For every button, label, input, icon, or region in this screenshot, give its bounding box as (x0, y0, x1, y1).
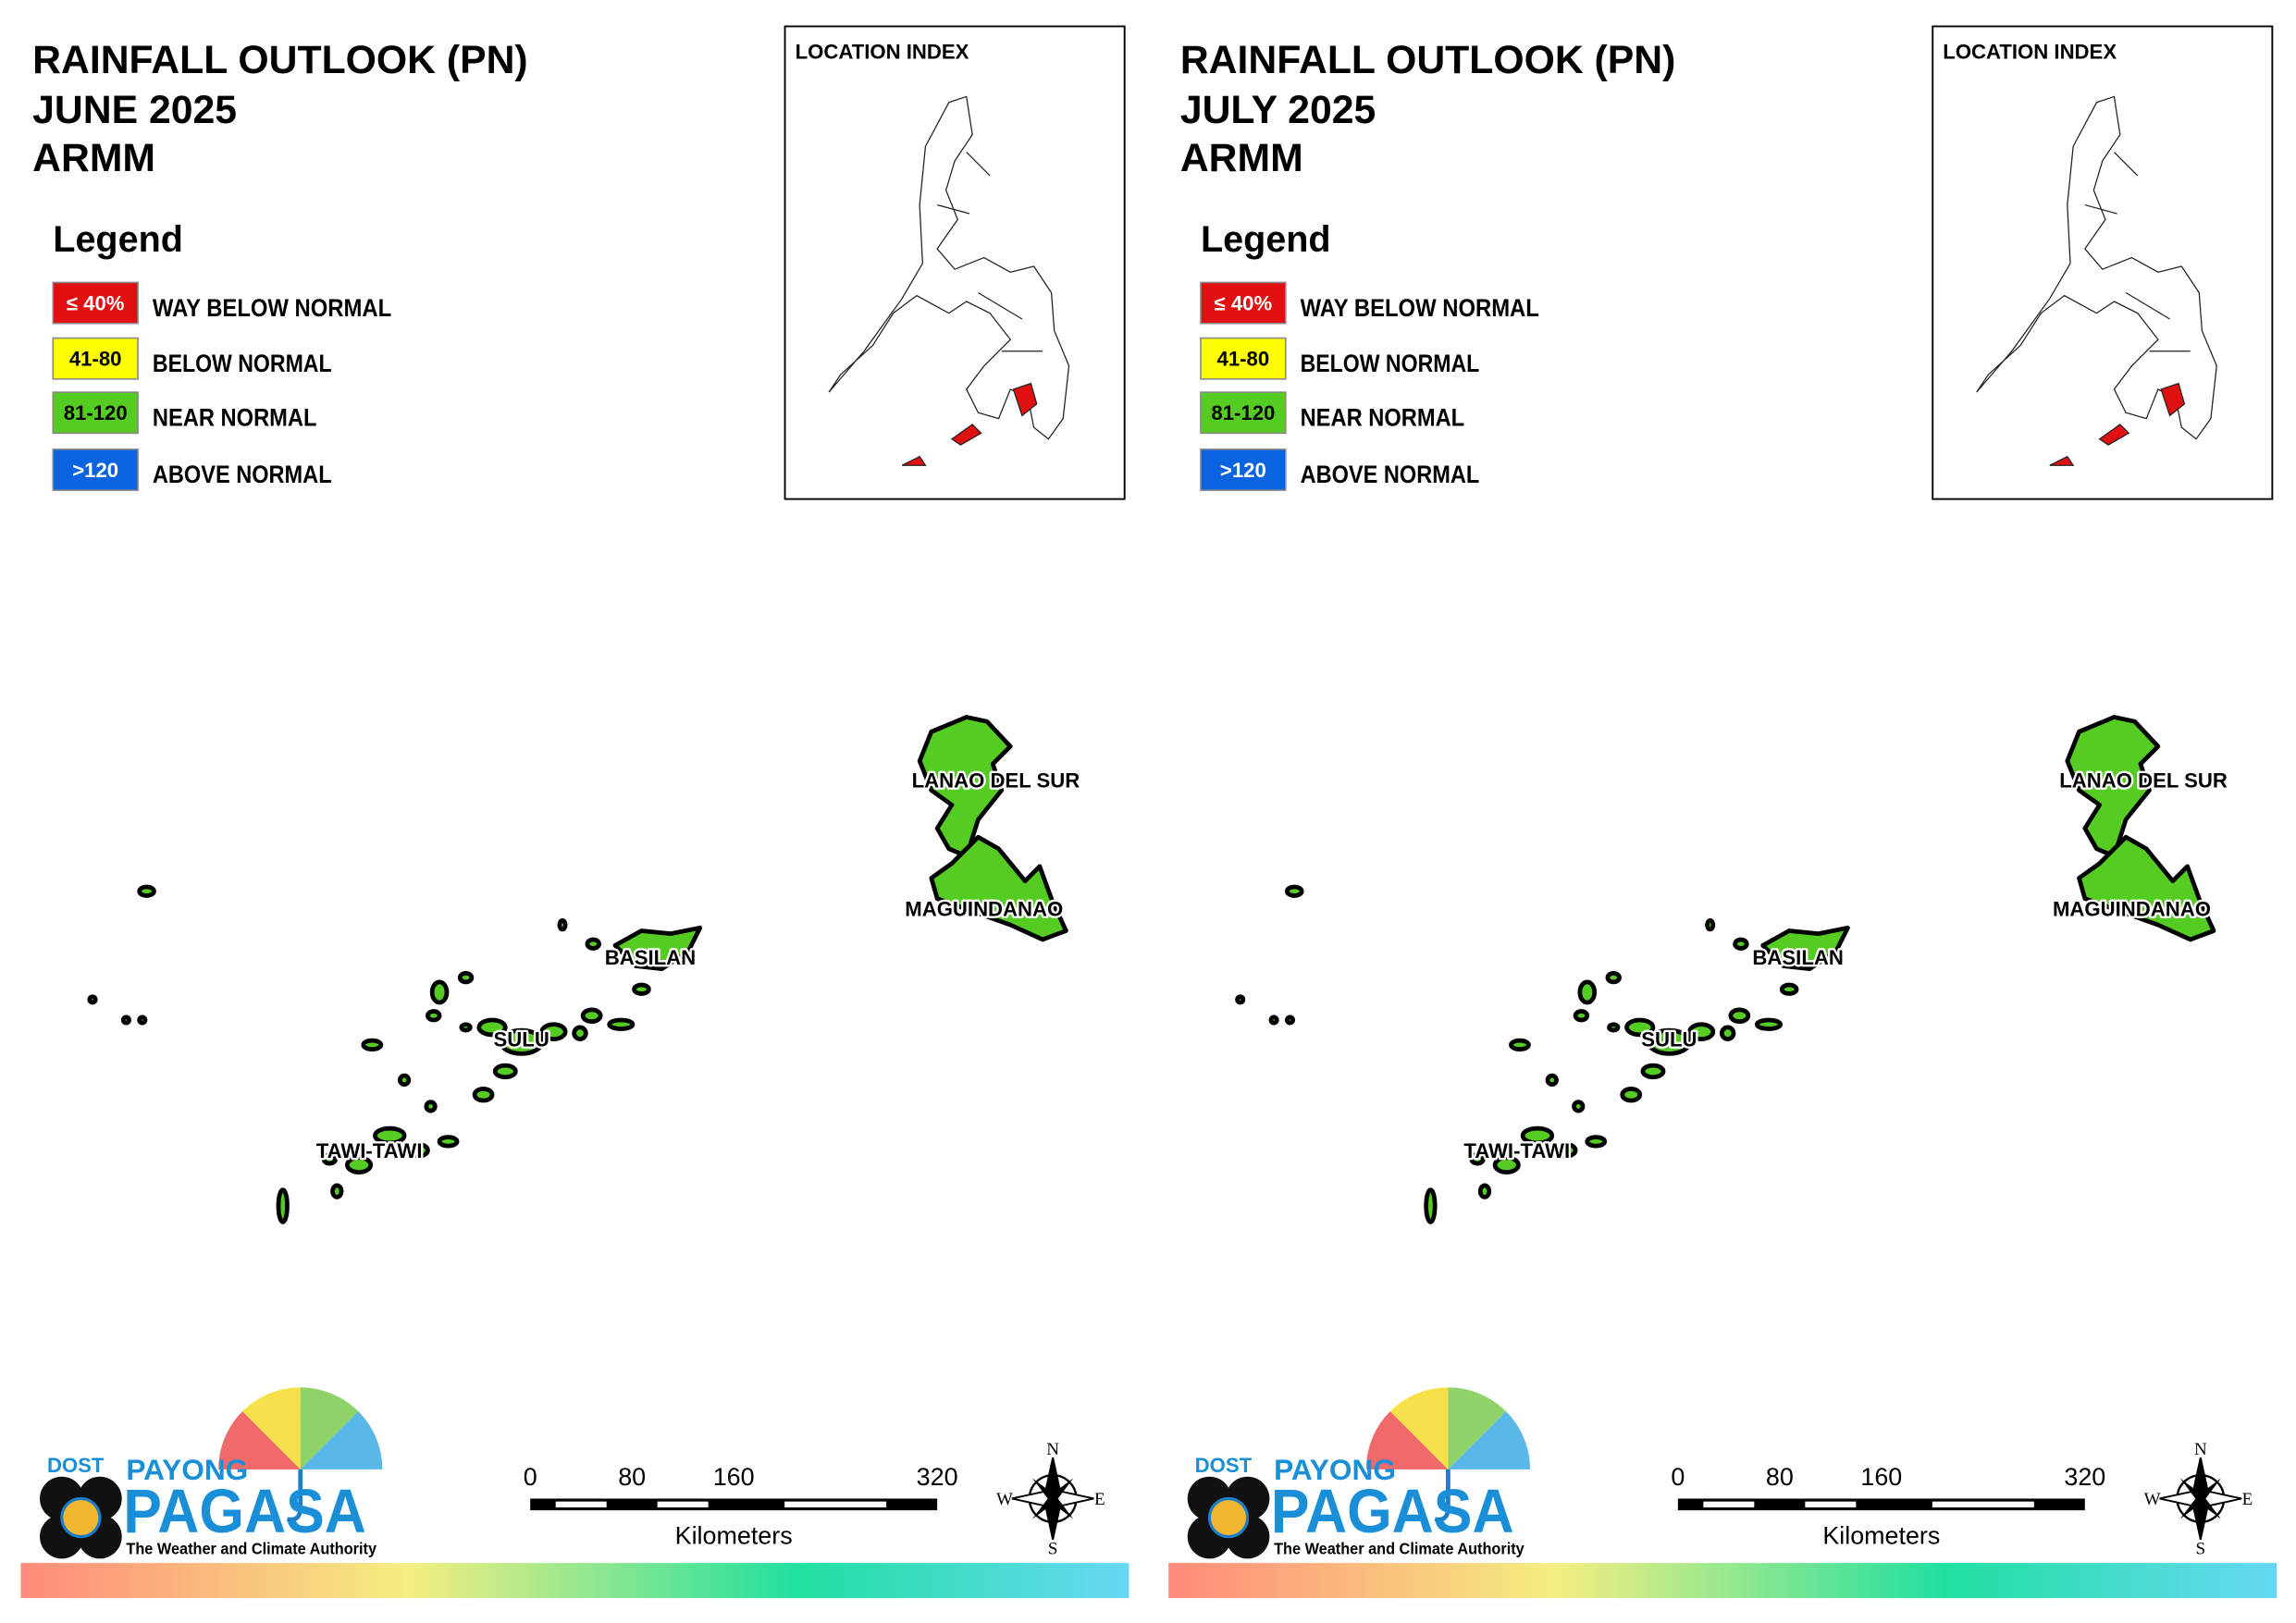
compass-w: W (996, 1490, 1013, 1509)
region-label: SULU (494, 1027, 549, 1051)
legend-label: WAY BELOW NORMAL (153, 294, 391, 322)
legend-box-label: >120 (1220, 459, 1266, 482)
legend-title: Legend (1201, 219, 1331, 260)
scale-bar-white (1932, 1501, 2034, 1507)
logo-payong: PAYONG (126, 1453, 248, 1486)
region-label: LANAO DEL SUR (912, 768, 1080, 792)
legend-box-label: 41-80 (69, 348, 122, 371)
region-map (1238, 717, 2215, 1222)
legend-box-label: >120 (72, 459, 118, 482)
logo-umbrella (1448, 1411, 1531, 1469)
scale-bar-white (1703, 1501, 1755, 1507)
legend-box-label: 41-80 (1217, 348, 1270, 371)
legend-label: NEAR NORMAL (1301, 404, 1465, 432)
compass-s: S (2196, 1540, 2206, 1559)
legend-box-label: 81-120 (64, 401, 128, 424)
title-line: ARMM (32, 136, 155, 180)
logo-umbrella (1389, 1387, 1449, 1469)
scale-unit: Kilometers (675, 1522, 793, 1550)
logo-umbrella (300, 1411, 383, 1469)
scale-tick-label: 80 (1766, 1463, 1794, 1491)
compass-diag (2179, 1478, 2221, 1519)
footer-gradient (20, 1563, 1129, 1599)
compass-s: S (1048, 1540, 1058, 1559)
compass-e: E (1094, 1490, 1105, 1509)
logo-dost: DOST (1195, 1454, 1253, 1477)
legend-swatch (52, 449, 139, 491)
logo-payong: PAYONG (1274, 1453, 1396, 1486)
scale-bar-white (657, 1501, 709, 1507)
logo-umbrella (218, 1411, 301, 1469)
legend-label: BELOW NORMAL (153, 350, 332, 377)
legend-box-label: ≤ 40% (1215, 291, 1273, 314)
legend-swatch (1200, 337, 1287, 380)
footer-gradient (1168, 1563, 2277, 1599)
logo-pagasa: PAGASA (1271, 1478, 1514, 1546)
logo-umbrella (1365, 1411, 1449, 1469)
region-label: TAWI-TAWI (316, 1139, 423, 1162)
compass-diag (1031, 1478, 1074, 1519)
scale-tick-label: 0 (524, 1463, 537, 1491)
scale-tick-label: 320 (917, 1463, 958, 1491)
legend-label: ABOVE NORMAL (153, 461, 332, 488)
legend-label: NEAR NORMAL (153, 404, 317, 432)
compass-e: E (2242, 1490, 2253, 1509)
title-line: JUNE 2025 (32, 88, 237, 132)
region-label: BASILAN (1752, 946, 1843, 969)
logo-umbrella (242, 1387, 301, 1469)
title-line: RAINFALL OUTLOOK (PN) (32, 38, 528, 82)
legend-label: WAY BELOW NORMAL (1301, 294, 1539, 322)
scale-bar-white (784, 1501, 887, 1507)
location-index-title: LOCATION INDEX (1943, 40, 2117, 63)
logo-tagline: The Weather and Climate Authority (126, 1540, 376, 1558)
logo-tagline: The Weather and Climate Authority (1274, 1540, 1524, 1558)
logo-pagasa: PAGASA (123, 1478, 366, 1546)
legend-swatch (52, 391, 139, 435)
scale-bar-white (1805, 1501, 1857, 1507)
legend-swatch (52, 281, 139, 325)
scale-tick-label: 320 (2064, 1463, 2105, 1491)
logo-dost: DOST (47, 1454, 105, 1477)
scale-unit: Kilometers (1822, 1522, 1940, 1550)
logo-umbrella (1448, 1387, 1507, 1469)
region-label: SULU (1641, 1027, 1697, 1051)
location-index-frame (784, 25, 1126, 500)
compass-n: N (2194, 1440, 2207, 1459)
scale-tick-label: 0 (1671, 1463, 1685, 1491)
legend-swatch (1200, 281, 1287, 325)
legend-swatch (52, 337, 139, 380)
title-line: ARMM (1180, 136, 1303, 180)
region-label: MAGUINDANAO (2053, 898, 2211, 921)
scale-bar-white (555, 1501, 607, 1507)
compass-w: W (2144, 1490, 2161, 1509)
scale-tick-label: 160 (1860, 1463, 1902, 1491)
region-label: BASILAN (605, 946, 696, 969)
location-index-frame (1932, 25, 2274, 500)
logo-seal (1207, 1496, 1250, 1539)
location-index-title: LOCATION INDEX (796, 40, 969, 63)
region-map (90, 717, 1067, 1222)
legend-label: ABOVE NORMAL (1301, 461, 1480, 488)
logo-handle (1434, 1469, 1450, 1522)
scale-tick-label: 160 (713, 1463, 755, 1491)
compass-n: N (1046, 1440, 1059, 1459)
scale-tick-label: 80 (618, 1463, 646, 1491)
legend-label: BELOW NORMAL (1301, 350, 1480, 377)
legend-swatch (1200, 391, 1287, 435)
title-line: RAINFALL OUTLOOK (PN) (1180, 38, 1676, 82)
legend-swatch (1200, 449, 1287, 491)
legend-box-label: 81-120 (1211, 401, 1275, 424)
region-label: LANAO DEL SUR (2059, 768, 2228, 792)
logo-seal (60, 1496, 102, 1539)
legend-title: Legend (53, 219, 183, 260)
region-label: TAWI-TAWI (1463, 1139, 1570, 1162)
logo-handle (286, 1469, 303, 1522)
legend-box-label: ≤ 40% (67, 291, 125, 314)
region-label: MAGUINDANAO (905, 898, 1063, 921)
logo-umbrella (300, 1387, 359, 1469)
title-line: JULY 2025 (1180, 88, 1376, 132)
